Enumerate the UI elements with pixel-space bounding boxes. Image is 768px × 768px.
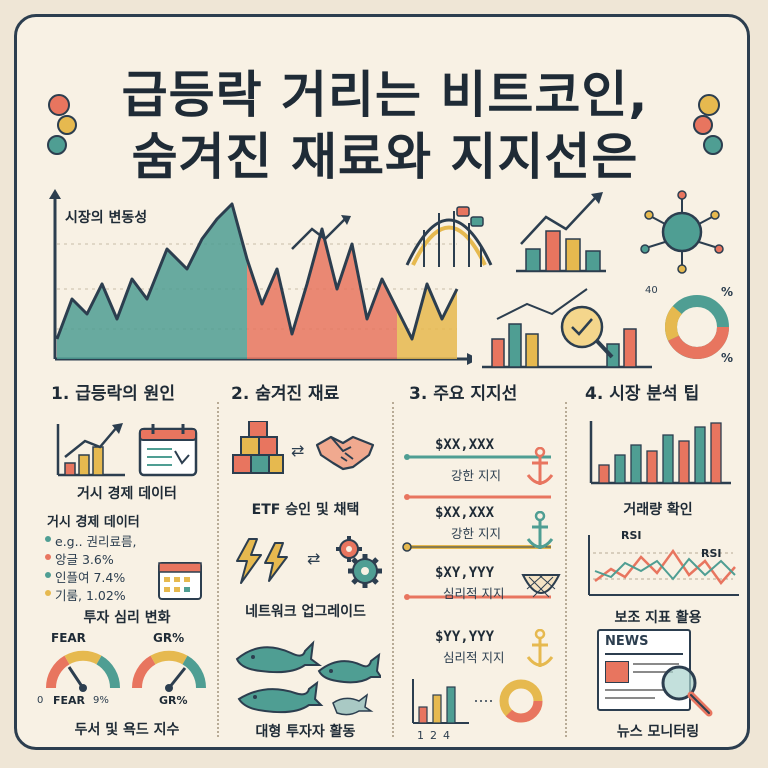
- support-level-1-price: $XX,XXX: [435, 437, 495, 453]
- support-level-2-label: 강한 지지: [451, 526, 501, 541]
- tick-1: 1: [417, 729, 430, 742]
- whales-icon: [235, 640, 381, 716]
- support-level-2-price: $XX,XXX: [435, 505, 495, 521]
- newspaper-line: [605, 689, 665, 691]
- gauge-left-fear-label: FEAR: [53, 694, 86, 707]
- calendar-icon: [138, 424, 198, 477]
- small-calendar-icon: [158, 562, 202, 600]
- section-2-item-2: 네트워크 업그레이드: [245, 604, 366, 620]
- handshake-icon: [315, 435, 375, 471]
- section-1-item-2: 투자 심리 변화: [83, 610, 171, 626]
- anchor-icon-2: [526, 511, 554, 549]
- bullet-line-4: 기룸, 1.02%: [55, 588, 126, 603]
- title-line-2: 숨겨진 재료와 지지선은: [131, 128, 639, 186]
- safety-net-icon: [521, 574, 561, 598]
- section-3-heading: 3. 주요 지지선: [409, 384, 518, 404]
- gauge-left-pct: 9%: [93, 695, 109, 706]
- support-level-3-label: 심리적 지지: [443, 586, 505, 601]
- newspaper-line: [633, 671, 673, 673]
- growth-bars-icon: [516, 192, 606, 273]
- bullet-line-1: e.g.. 권리료름,: [55, 534, 137, 549]
- section-1-item-3: 두서 및 욕드 지수: [74, 722, 180, 738]
- magnifier-icon: [661, 665, 713, 717]
- gear-icon: [336, 536, 382, 588]
- coin-stack-icon: [47, 94, 77, 155]
- greed-gauge-icon: [131, 650, 207, 692]
- column-divider-1: [217, 402, 219, 737]
- macro-bar-chart-icon: [56, 423, 125, 477]
- newspaper-line: [633, 663, 679, 665]
- volatility-chart-label: 시장의 변동성: [65, 210, 148, 226]
- mini-axis-ticks: 124: [417, 729, 456, 742]
- infographic-card: 급등락 거리는 비트코인, 숨겨진 재료와 지지선은 시장의 변동성: [14, 14, 750, 750]
- newspaper-photo: [605, 661, 629, 683]
- newspaper-line: [605, 697, 655, 699]
- sync-arrows-icon: ⇄: [307, 549, 321, 568]
- section-4-heading: 4. 시장 분석 팁: [585, 384, 700, 404]
- blocks-icon: [232, 421, 284, 474]
- tick-2: 2: [430, 729, 443, 742]
- bullet-dots: [45, 536, 51, 596]
- volatility-chart-graphic: [49, 189, 472, 365]
- donut-pct-label-b: %: [721, 285, 734, 299]
- section-1-heading: 1. 급등락의 원인: [51, 384, 175, 404]
- newspaper-title: NEWS: [605, 634, 649, 649]
- bullet-line-3: 인플여 7.4%: [55, 570, 126, 585]
- column-divider-2: [392, 402, 394, 737]
- network-node-icon: [640, 190, 724, 274]
- gauge-right-bottom-label: GR%: [159, 694, 188, 707]
- donut-pct-label-a: 40: [645, 285, 658, 296]
- anchor-icon-3: [526, 629, 554, 667]
- section-2-heading: 2. 숨겨진 재료: [231, 384, 340, 404]
- donut-pct-label-c: %: [721, 351, 734, 365]
- rsi-label-a: RSI: [621, 529, 642, 542]
- anchor-icon-1: [526, 447, 554, 485]
- gauge-left-top-label: FEAR: [51, 631, 86, 645]
- rsi-label-b: RSI: [701, 547, 722, 560]
- support-level-1-label: 강한 지지: [451, 468, 501, 483]
- support-level-3-price: $XY,YYY: [435, 565, 495, 581]
- support-level-4-label: 심리적 지지: [443, 650, 505, 665]
- fear-gauge-icon: [45, 650, 121, 692]
- coin-stack-icon-right: [693, 94, 723, 155]
- gauge-left-zero: 0: [37, 695, 44, 706]
- bullet-line-2: 앙글 3.6%: [55, 552, 114, 567]
- section-4-item-2: 보조 지표 활용: [614, 610, 702, 626]
- support-levels-graphic: [402, 454, 551, 600]
- section-1-item-1: 거시 경제 데이터: [77, 486, 177, 502]
- mini-bar-donut-icon: [412, 679, 543, 724]
- rsi-indicator-icon: [588, 535, 739, 596]
- newspaper-rule: [605, 653, 683, 655]
- gauge-right-top-label: GR%: [153, 631, 185, 645]
- exchange-arrows-icon: ⇄: [291, 441, 305, 460]
- support-level-4-price: $YY,YYY: [435, 629, 495, 645]
- donut-chart-icon: [665, 295, 729, 359]
- section-4-item-3: 뉴스 모니터링: [616, 724, 700, 740]
- volume-bars-icon: [589, 421, 731, 485]
- section-2-item-3: 대형 투자자 활동: [255, 724, 356, 740]
- tick-3: 4: [443, 729, 456, 742]
- section-2-item-1: ETF 승인 및 채택: [251, 502, 360, 518]
- roller-coaster-icon: [405, 206, 493, 267]
- lightning-icon: [236, 538, 288, 584]
- column-divider-3: [565, 402, 567, 737]
- section-4-item-1: 거래량 확인: [623, 502, 693, 518]
- analysis-chart-icon: [482, 288, 652, 369]
- title-line-1: 급등락 거리는 비트코인,: [121, 66, 649, 124]
- macro-data-subtitle: 거시 경제 데이터: [47, 515, 140, 530]
